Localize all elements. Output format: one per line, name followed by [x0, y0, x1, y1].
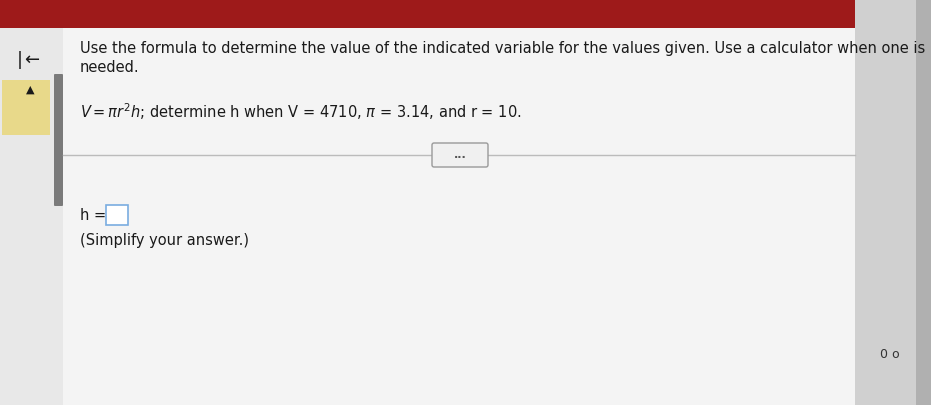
Bar — [0, 0, 855, 28]
Bar — [2, 80, 50, 135]
Bar — [0, 0, 63, 405]
Text: Use the formula to determine the value of the indicated variable for the values : Use the formula to determine the value o… — [80, 40, 925, 55]
FancyBboxPatch shape — [432, 143, 488, 167]
Text: h =: h = — [80, 207, 106, 222]
Bar — [855, 0, 916, 405]
Text: $V = \pi r^{2}h$; determine h when V = 4710, $\pi$ = 3.14, and r = 10.: $V = \pi r^{2}h$; determine h when V = 4… — [80, 102, 521, 122]
Text: (Simplify your answer.): (Simplify your answer.) — [80, 232, 249, 247]
FancyBboxPatch shape — [54, 74, 63, 206]
Text: 0 o: 0 o — [880, 348, 899, 362]
Text: |: | — [17, 51, 23, 69]
Bar — [63, 0, 855, 405]
Bar — [106, 205, 128, 225]
Text: ...: ... — [453, 150, 466, 160]
Text: ▲: ▲ — [26, 85, 34, 95]
Text: needed.: needed. — [80, 60, 140, 75]
Bar — [916, 0, 931, 405]
Text: ←: ← — [24, 51, 39, 69]
